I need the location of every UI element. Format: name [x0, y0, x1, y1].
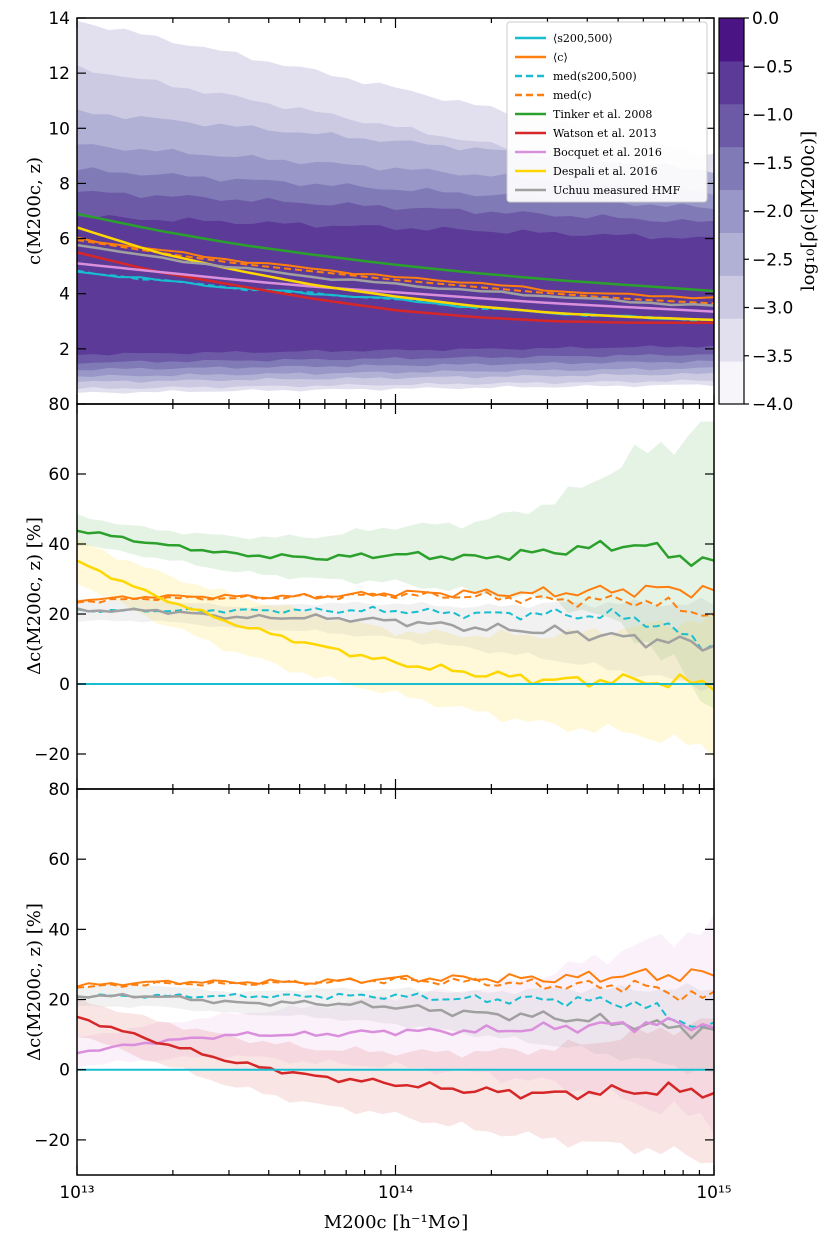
y-tick-label: 14	[48, 9, 70, 29]
colorbar-level	[719, 60, 744, 105]
series-line	[77, 243, 714, 307]
series-line	[77, 529, 714, 568]
legend-label: med(s200,500)	[553, 70, 637, 83]
colorbar-level	[719, 189, 744, 233]
series-line	[77, 559, 714, 692]
series-line	[77, 607, 714, 652]
legend: ⟨s200,500⟩ ⟨c⟩ med(s200,500) med(c) Tinker e…	[506, 21, 708, 203]
colorbar-tick-label: −3.0	[752, 299, 793, 319]
scatter-bands-middle	[77, 421, 714, 759]
y-tick-label: 60	[48, 465, 70, 485]
y-tick-label: −20	[34, 745, 70, 765]
colorbar-tick-label: −4.0	[752, 395, 793, 415]
colorbar-tick-label: −1.0	[752, 106, 793, 126]
series-line	[77, 226, 714, 322]
band-uchuu	[77, 597, 714, 692]
series-line	[77, 212, 714, 293]
y-tick-label: −20	[34, 1131, 70, 1151]
y-tick-label: 8	[59, 174, 70, 194]
legend-label: Uchuu measured HMF	[553, 184, 681, 197]
colorbar-level	[719, 146, 744, 191]
colorbar-level	[719, 275, 744, 319]
colorbar-tick-label: −2.5	[752, 250, 793, 270]
colorbar-level	[719, 18, 744, 62]
band-watson	[77, 996, 714, 1164]
series-line	[77, 262, 714, 313]
series-line	[77, 1016, 714, 1055]
colorbar: 0.0 −0.5 −1.0 −1.5 −2.0 −2.5 −3.0 −3.5 −4.0	[718, 9, 793, 415]
y-tick-label: 0	[59, 1061, 70, 1081]
series-line	[77, 605, 714, 652]
y-tick-label: 10	[48, 119, 70, 139]
y-tick-label: 2	[59, 340, 70, 360]
series-line	[77, 590, 714, 617]
x-tick-label: 10¹⁴	[378, 1183, 413, 1203]
series-line	[77, 1015, 714, 1101]
legend-label: med(c)	[553, 89, 592, 102]
band-tinker	[77, 421, 714, 709]
y-tick-label: 20	[48, 605, 70, 625]
colorbar-tick-label: −0.5	[752, 57, 793, 77]
ylabel-top: c(M200c, z)	[24, 157, 45, 265]
panel-delta-bottom	[77, 914, 714, 1164]
x-tick-label: 10¹⁵	[696, 1183, 731, 1203]
legend-label: Bocquet et al. 2016	[553, 146, 662, 159]
y-tick-label: 4	[59, 285, 70, 305]
band-bocquet	[77, 914, 714, 1135]
legend-label: ⟨s200,500⟩	[553, 32, 613, 45]
y-tick-label: 20	[48, 991, 70, 1011]
series-line	[77, 584, 714, 603]
series-line	[77, 236, 714, 300]
x-tick-label: 10¹³	[59, 1183, 94, 1203]
colorbar-tick-label: 0.0	[752, 9, 779, 29]
panel-delta-middle	[77, 421, 714, 759]
legend-label: Despali et al. 2016	[553, 165, 658, 178]
series-line	[77, 992, 714, 1028]
y-tick-label: 80	[48, 395, 70, 415]
xlabel: M200c [h⁻¹M⊙]	[324, 1212, 468, 1233]
ylabel-middle: Δc(M200c, z) [%]	[24, 517, 45, 675]
legend-label: Tinker et al. 2008	[553, 108, 652, 121]
series-line	[77, 976, 714, 1002]
colorbar-label: log₁₀[ρ(c|M200c)]	[798, 131, 819, 291]
band-despali	[77, 538, 714, 759]
series-lines-middle	[77, 529, 714, 692]
y-tick-label: 6	[59, 230, 70, 250]
colorbar-level	[719, 232, 744, 276]
colorbar-level	[719, 361, 744, 405]
series-lines-top	[77, 212, 714, 324]
y-tick-label: 12	[48, 64, 70, 84]
series-line	[77, 239, 714, 305]
scatter-bands-bottom	[77, 914, 714, 1164]
colorbar-level	[719, 318, 744, 362]
band-uchuu-bottom	[77, 983, 714, 1075]
y-tick-label: 0	[59, 675, 70, 695]
series-line	[77, 251, 714, 324]
y-tick-label: 40	[48, 920, 70, 940]
colorbar-tick-label: −1.5	[752, 154, 793, 174]
legend-label: ⟨c⟩	[553, 51, 568, 64]
y-tick-label: 60	[48, 850, 70, 870]
y-tick-label: 40	[48, 535, 70, 555]
colorbar-tick-label: −2.0	[752, 202, 793, 222]
legend-label: Watson et al. 2013	[553, 127, 657, 140]
series-line	[77, 992, 714, 1040]
legend-box	[506, 21, 708, 203]
colorbar-tick-label: −3.5	[752, 347, 793, 367]
colorbar-level	[719, 103, 744, 148]
y-tick-label: 80	[48, 780, 70, 800]
axis-ticks: 2 4 6 8 10 12 14 −20 0 20 40 60 80 −20 0 20 40 60 80 10¹³ 10…	[34, 9, 732, 1203]
ylabel-bottom: Δc(M200c, z) [%]	[24, 903, 45, 1061]
series-lines-bottom	[77, 968, 714, 1101]
